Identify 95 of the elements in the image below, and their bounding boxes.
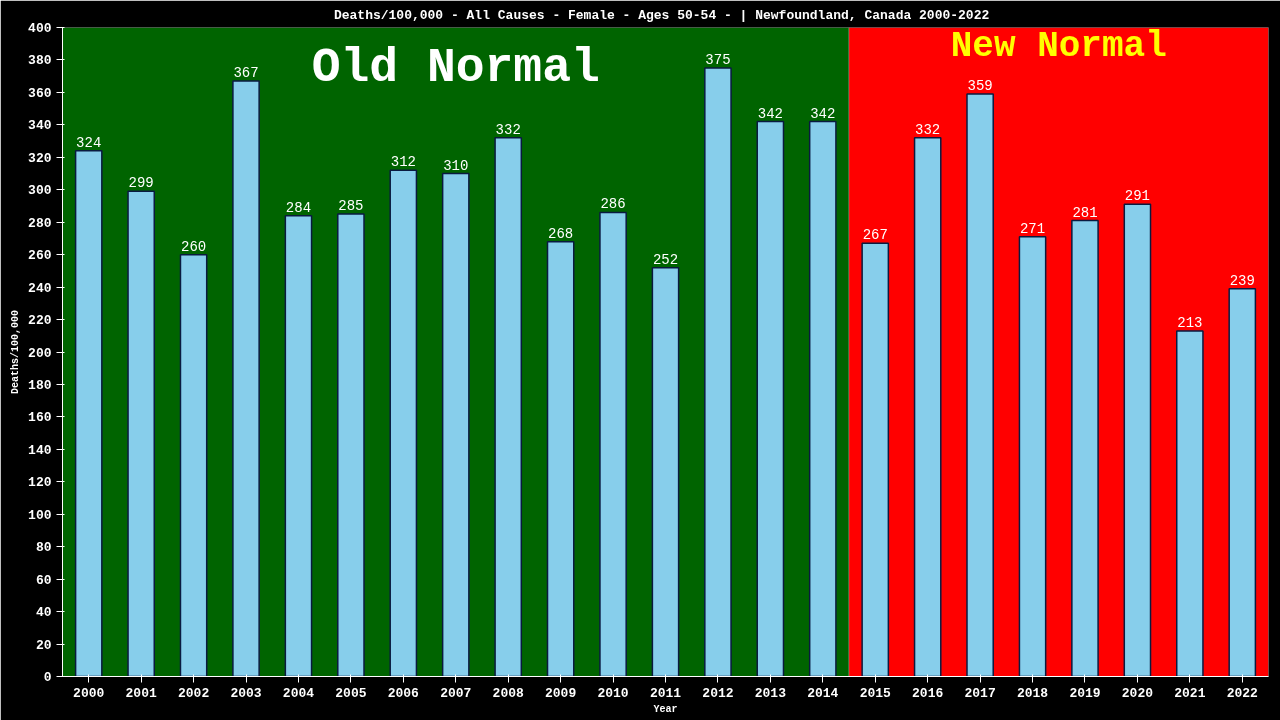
y-tick-label: 220 <box>28 313 52 329</box>
bar <box>861 242 890 677</box>
bar <box>232 80 260 677</box>
x-tick-label: 2002 <box>177 685 210 701</box>
y-tick-label: 60 <box>35 572 52 588</box>
y-tick-label: 320 <box>28 150 52 166</box>
y-tick-label: 300 <box>28 183 52 199</box>
bar <box>546 240 575 677</box>
data-label: 286 <box>600 196 626 213</box>
y-tick-label: 360 <box>28 85 52 101</box>
bar <box>74 150 103 677</box>
data-label: 239 <box>1229 272 1255 289</box>
x-tick-label: 2009 <box>545 685 577 701</box>
data-label: 342 <box>757 105 783 122</box>
x-tick-label: 2011 <box>649 685 682 701</box>
bar <box>1018 236 1047 677</box>
y-tick-label: 80 <box>35 540 52 556</box>
y-tick-label: 140 <box>28 442 52 458</box>
bar <box>651 266 680 677</box>
x-tick-label: 2008 <box>492 685 524 701</box>
x-tick-label: 2001 <box>125 685 157 701</box>
bar <box>1071 219 1099 677</box>
data-label: 324 <box>76 134 102 151</box>
bar <box>704 67 732 677</box>
bar <box>127 190 156 677</box>
bar <box>389 169 418 677</box>
y-tick-label: 260 <box>28 248 52 264</box>
band-label: Old Normal <box>311 41 600 96</box>
x-tick-label: 2003 <box>230 685 262 701</box>
x-tick-label: 2018 <box>1016 685 1049 701</box>
y-tick-label: 160 <box>28 410 52 426</box>
band-label: New Normal <box>950 26 1167 68</box>
y-tick-label: 100 <box>28 507 52 523</box>
data-label: 271 <box>1019 220 1046 237</box>
data-label: 268 <box>548 225 574 242</box>
y-tick-label: 280 <box>28 215 52 231</box>
y-tick-label: 380 <box>28 53 52 69</box>
data-label: 367 <box>233 65 259 82</box>
y-tick-label: 180 <box>28 377 52 393</box>
data-label: 291 <box>1124 188 1151 205</box>
bar <box>494 137 523 677</box>
data-label: 252 <box>652 251 679 268</box>
y-tick-label: 200 <box>28 345 52 361</box>
y-tick-label: 40 <box>35 605 52 621</box>
x-tick-label: 2004 <box>282 685 315 701</box>
bar <box>756 120 785 677</box>
data-label: 332 <box>495 121 521 138</box>
x-tick-label: 2013 <box>754 685 787 701</box>
y-tick-label: 20 <box>35 637 52 653</box>
x-tick-label: 2000 <box>73 685 105 701</box>
data-label: 285 <box>338 198 364 215</box>
bar <box>179 253 208 677</box>
bar <box>808 120 837 677</box>
x-tick-label: 2007 <box>440 685 472 701</box>
x-tick-label: 2016 <box>912 685 944 701</box>
bar <box>913 137 942 677</box>
chart-title: Deaths/100,000 - All Causes - Female - Ages 50-54 - | Newfoundland, Canada 2000-2022 <box>333 7 990 23</box>
data-label: 213 <box>1177 314 1203 331</box>
y-tick-label: 400 <box>28 21 52 36</box>
bar <box>966 93 994 677</box>
data-label: 375 <box>705 52 731 69</box>
data-label: 310 <box>443 157 469 174</box>
data-label: 284 <box>285 199 312 216</box>
x-tick-label: 2014 <box>807 685 839 701</box>
y-tick-label: 120 <box>28 475 52 491</box>
x-tick-label: 2017 <box>964 685 996 701</box>
data-label: 299 <box>128 175 154 192</box>
data-label: 281 <box>1072 204 1098 221</box>
x-tick-label: 2005 <box>335 685 367 701</box>
x-tick-label: 2012 <box>702 685 734 701</box>
x-tick-label: 2022 <box>1226 685 1259 701</box>
bar <box>284 214 313 677</box>
bar <box>1123 203 1152 677</box>
data-label: 267 <box>862 227 888 244</box>
bar <box>599 211 627 677</box>
x-tick-label: 2019 <box>1069 685 1101 701</box>
y-tick-label: 340 <box>28 118 52 134</box>
data-label: 312 <box>390 154 416 171</box>
x-tick-label: 2015 <box>859 685 892 701</box>
x-tick-label: 2010 <box>597 685 629 701</box>
data-label: 260 <box>180 238 207 255</box>
bar <box>1228 287 1257 677</box>
bar <box>337 213 365 677</box>
data-label: 332 <box>915 121 941 138</box>
x-tick-label: 2006 <box>387 685 420 701</box>
data-label: 359 <box>967 78 993 95</box>
y-axis-title: Deaths/100,000 <box>10 309 22 395</box>
x-axis-title: Year <box>653 703 678 715</box>
y-tick-label: 0 <box>43 670 52 685</box>
data-label: 342 <box>810 105 836 122</box>
x-tick-label: 2020 <box>1121 685 1154 701</box>
y-tick-label: 240 <box>28 280 52 296</box>
bar <box>441 172 470 677</box>
bar <box>1175 330 1204 677</box>
x-tick-label: 2021 <box>1174 685 1206 701</box>
